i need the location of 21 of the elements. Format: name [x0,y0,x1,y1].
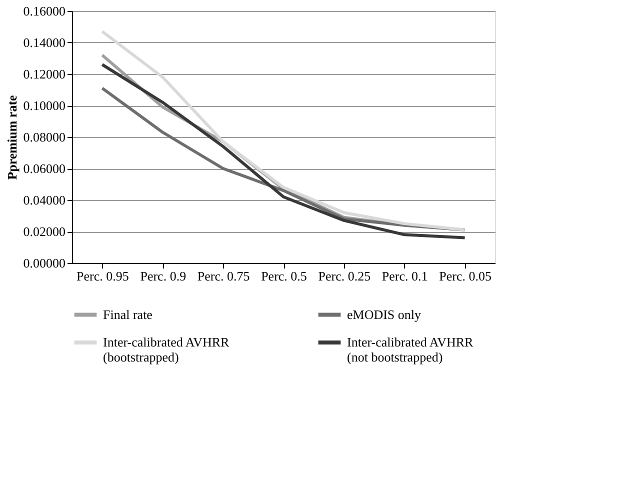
y-tick-label: 0.10000 [23,98,66,113]
y-tick-label: 0.14000 [23,35,66,50]
y-tick-label: 0.04000 [23,192,66,208]
x-tick-label: Perc. 0.75 [197,268,250,284]
y-axis-title: Ppremium rate [4,94,20,180]
x-tick-label: Perc. 0.5 [261,268,307,284]
y-tick-label: 0.00000 [23,256,66,270]
y-tick-label: 0.06000 [23,161,66,176]
x-tick-label: Perc. 0.9 [140,268,186,284]
legend-label: Inter-calibrated AVHRR (not bootstrapped) [347,334,474,364]
x-tick-label: Perc. 0.05 [439,268,492,284]
y-tick-label: 0.12000 [23,66,66,82]
x-tick-label: Perc. 0.95 [76,268,129,284]
x-tick-label: Perc. 0.1 [382,268,428,284]
x-tick-label: Perc. 0.25 [318,268,371,284]
y-tick-label: 0.08000 [23,130,66,144]
y-tick-label: 0.16000 [23,4,66,18]
legend-label: Inter-calibrated AVHRR (bootstrapped) [103,334,230,364]
legend-label: Final rate [103,306,153,322]
y-tick-label: 0.02000 [23,224,66,239]
legend-label: eMODIS only [347,306,422,322]
